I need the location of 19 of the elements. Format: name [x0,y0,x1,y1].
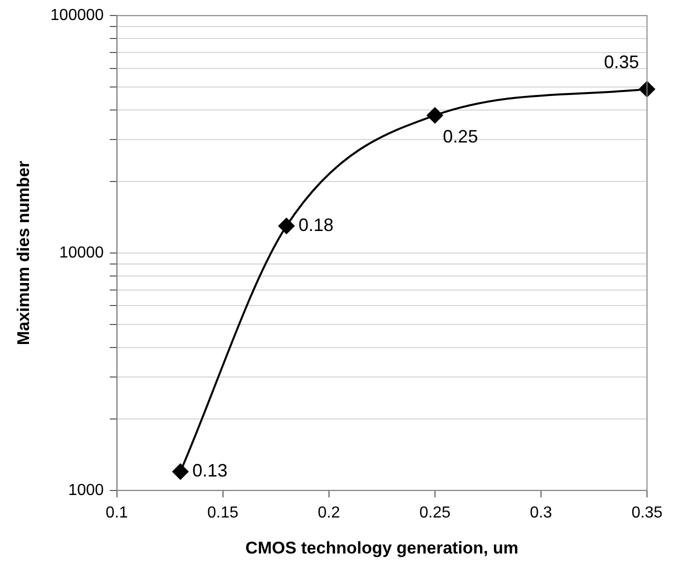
y-axis-title: Maximum dies number [14,160,33,346]
point [426,107,443,124]
annotation: 0.25 [442,126,478,146]
y-tick-label: 10000 [59,244,104,262]
y-tick-label: 100000 [50,7,104,24]
point [278,218,294,234]
annotation: 0.13 [192,460,228,481]
point [172,464,188,480]
x-tick-label: 0.35 [631,504,663,522]
x-tick-label: 0.3 [530,504,552,522]
annotation: 0.18 [298,214,334,235]
point [639,81,655,98]
x-tick-label: 0.25 [419,504,451,522]
x-axis-title: CMOS technology generation, um [245,538,518,558]
x-tick-label: 0.15 [207,504,239,522]
y-tick-label: 1000 [68,482,104,499]
x-tick-label: 0.1 [106,504,128,522]
annotation: 0.35 [604,52,639,72]
x-tick-label: 0.2 [318,504,340,522]
